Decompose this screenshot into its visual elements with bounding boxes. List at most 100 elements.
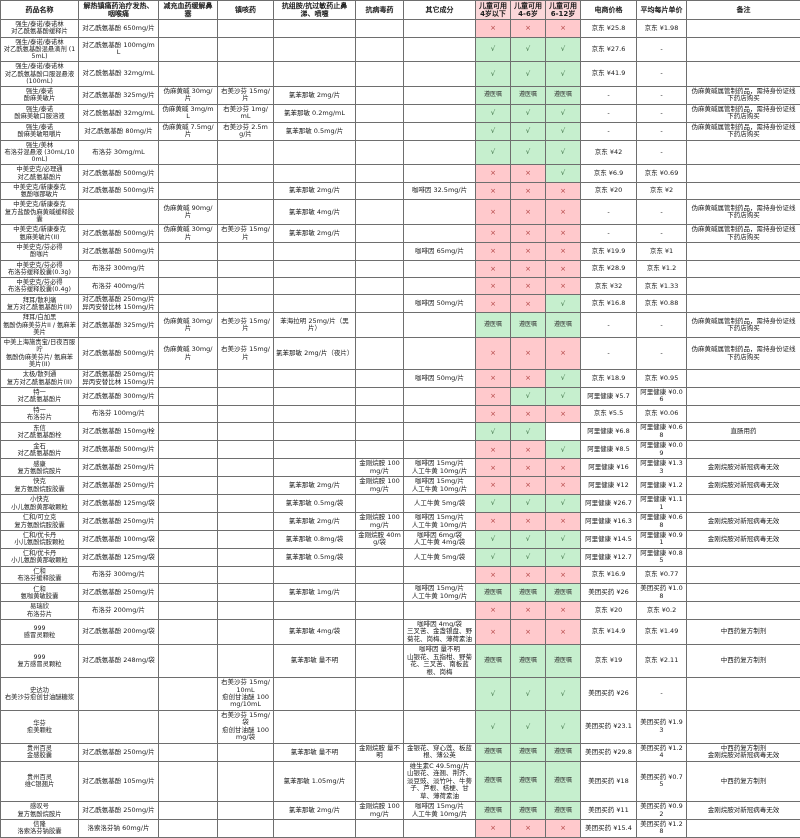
cell-kid-age-0: ×	[476, 513, 511, 531]
cell-drug-name-line: 贵州百灵	[3, 745, 76, 752]
column-header-analgesic: 解热镇痛药治疗发热、咽喉痛	[79, 1, 159, 20]
cell-drug-name: 强生/泰诺酚麻美敏片	[1, 86, 79, 104]
cell-decongestant	[159, 619, 218, 644]
cell-decongestant-line: 伪麻黄碱 7.5mg/片	[161, 124, 215, 139]
doctor-advice-label: 遵医嘱	[554, 807, 572, 814]
cell-antitussive	[218, 37, 274, 62]
cell-unit-price-line: -	[639, 322, 684, 329]
cell-decongestant-line: 伪麻黄碱 30mg/片	[161, 346, 215, 361]
cell-decongestant	[159, 423, 218, 441]
cell-drug-name-line: 氨酚咖那敏片	[3, 191, 76, 198]
doctor-advice-label: 遵医嘱	[554, 589, 572, 596]
cross-mark: ×	[490, 606, 496, 614]
cell-drug-name: 特一对乙酰氨基酚片	[1, 387, 79, 405]
cell-kid-age-2: √	[546, 495, 581, 513]
cell-unit-price: -	[637, 62, 687, 87]
cell-antiviral	[356, 37, 404, 62]
cell-analgesic-line: 对乙酰氨基酚 125mg/袋	[81, 554, 156, 561]
cell-antitussive-line: 右美沙芬 15mg/袋	[220, 712, 271, 727]
doctor-advice-label: 遵医嘱	[554, 91, 572, 98]
cell-antihistamine: 氯苯那敏 2mg/片	[274, 182, 356, 199]
cell-note	[687, 278, 800, 295]
cell-antihistamine	[274, 602, 356, 619]
cell-price: 阿里健康 ¥12.7	[581, 548, 637, 566]
cell-decongestant	[159, 140, 218, 165]
cross-mark: ×	[560, 349, 566, 357]
cell-price-line: 美团买药 ¥23.1	[583, 723, 634, 730]
table-row: 拜耳/白加黑氨酚伪麻美芬片II / 氨麻苯美片对乙酰氨基酚 325mg/片伪麻黄…	[1, 313, 800, 338]
cell-kid-age-1: 遵医嘱	[511, 645, 546, 678]
cell-kid-age-0: √	[476, 62, 511, 87]
cell-price-line: 京东 ¥5.5	[583, 410, 634, 417]
table-row: 贵州百灵维C银翘片对乙酰氨基酚 105mg/片氯苯那敏 1.05mg/片维生素C…	[1, 761, 800, 801]
cell-other-line: 人工牛黄 5mg/袋	[406, 554, 473, 561]
cell-drug-name-line: 复方感冒灵颗粒	[3, 661, 76, 668]
table-row: 强生/泰诺/泰诺林对乙酰氨基酚口服混悬液 (100mL)对乙酰氨基酚 32mg/…	[1, 62, 800, 87]
cell-kid-age-0: ×	[476, 200, 511, 225]
cell-unit-price-line: 京东 ¥2.11	[639, 657, 684, 664]
cell-note-line: 中西药复方制剂	[689, 628, 798, 635]
cell-kid-age-1: ×	[511, 182, 546, 199]
cell-analgesic-line: 对乙酰氨基酚 325mg/片	[81, 92, 156, 99]
cell-analgesic: 布洛芬 300mg/片	[79, 260, 159, 277]
cell-kid-age-1: 遵医嘱	[511, 86, 546, 104]
cell-analgesic: 对乙酰氨基酚 500mg/片	[79, 441, 159, 459]
cell-drug-name: 强生/泰诺/泰诺林对乙酰氨基酚缓释片	[1, 20, 79, 37]
cell-kid-age-1: 遵医嘱	[511, 584, 546, 602]
cell-unit-price: 阿里健康 ¥0.85	[637, 548, 687, 566]
cell-kid-age-1: ×	[511, 441, 546, 459]
cell-antihistamine	[274, 20, 356, 37]
doctor-advice-label: 遵医嘱	[484, 91, 502, 98]
cell-price: 阿里健康 ¥8.5	[581, 441, 637, 459]
check-mark: √	[526, 70, 530, 78]
check-mark: √	[561, 553, 565, 561]
cell-drug-name-line: 小儿氨酚黄那敏颗粒	[3, 504, 76, 511]
cell-antihistamine	[274, 278, 356, 295]
table-row: 华芬愈美颗粒右美沙芬 15mg/袋愈创甘油醚 100mg/袋√√√美团买药 ¥2…	[1, 710, 800, 743]
cross-mark: ×	[560, 606, 566, 614]
cross-mark: ×	[525, 282, 531, 290]
cell-kid-age-1: ×	[511, 338, 546, 370]
cross-mark: ×	[525, 464, 531, 472]
cell-analgesic-line: 对乙酰氨基酚 100mg/mL	[81, 42, 156, 57]
cell-other-line: 人工牛黄 5mg/袋	[406, 500, 473, 507]
cell-antitussive	[218, 260, 274, 277]
cell-drug-name: 特一布洛芬片	[1, 405, 79, 422]
cross-mark: ×	[490, 824, 496, 832]
cell-drug-name: 易瑞欣布洛芬片	[1, 602, 79, 619]
cell-antitussive	[218, 761, 274, 801]
cell-note-line: 伪麻黄碱属管制药品，需持身份证线下药店购买	[689, 226, 798, 241]
cell-antihistamine-line: 氯苯那敏 2mg/片	[276, 807, 353, 814]
cell-analgesic-line: 对乙酰氨基酚 200mg/袋	[81, 628, 156, 635]
cell-other	[404, 602, 476, 619]
cross-mark: ×	[560, 464, 566, 472]
cell-analgesic-line: 对乙酰氨基酚 325mg/片	[81, 322, 156, 329]
cell-kid-age-1: √	[511, 495, 546, 513]
cell-analgesic-line: 对乙酰氨基酚 500mg/片	[81, 446, 156, 453]
cell-unit-price-line: -	[639, 149, 684, 156]
cell-antitussive	[218, 584, 274, 602]
cell-unit-price: 阿里健康 ¥1.33	[637, 459, 687, 477]
cell-kid-age-1: ×	[511, 295, 546, 313]
cell-other: 咖啡因 15mg/片人工牛黄 10mg/片	[404, 802, 476, 820]
cell-price-line: 阿里健康 ¥8.5	[583, 446, 634, 453]
cell-antiviral-line: 金刚烷胺 40mg/袋	[358, 532, 401, 547]
cell-unit-price-line: 阿里健康 ¥0.68	[639, 514, 684, 529]
check-mark: √	[561, 45, 565, 53]
cell-analgesic: 对乙酰氨基酚 500mg/片	[79, 243, 159, 260]
cell-kid-age-2: ×	[546, 225, 581, 243]
cell-kid-age-2: ×	[546, 243, 581, 260]
cell-unit-price: 京东 ¥2	[637, 182, 687, 199]
cell-kid-age-0: 遵医嘱	[476, 802, 511, 820]
column-label: 抗组胺/抗过敏药	[282, 2, 334, 10]
cell-drug-name-line: 对乙酰氨基酚片	[3, 450, 76, 457]
cell-note-line: 金刚烷胺对新冠病毒无效	[689, 482, 798, 489]
column-label: 儿童可用	[514, 2, 542, 10]
cell-other-line: 咖啡因 50mg/片	[406, 375, 473, 382]
cell-antiviral	[356, 405, 404, 422]
cell-antihistamine: 氯苯那敏 0.5mg/片	[274, 122, 356, 140]
cell-analgesic: 对乙酰氨基酚 650mg/片	[79, 20, 159, 37]
doctor-advice-label: 遵医嘱	[554, 748, 572, 755]
